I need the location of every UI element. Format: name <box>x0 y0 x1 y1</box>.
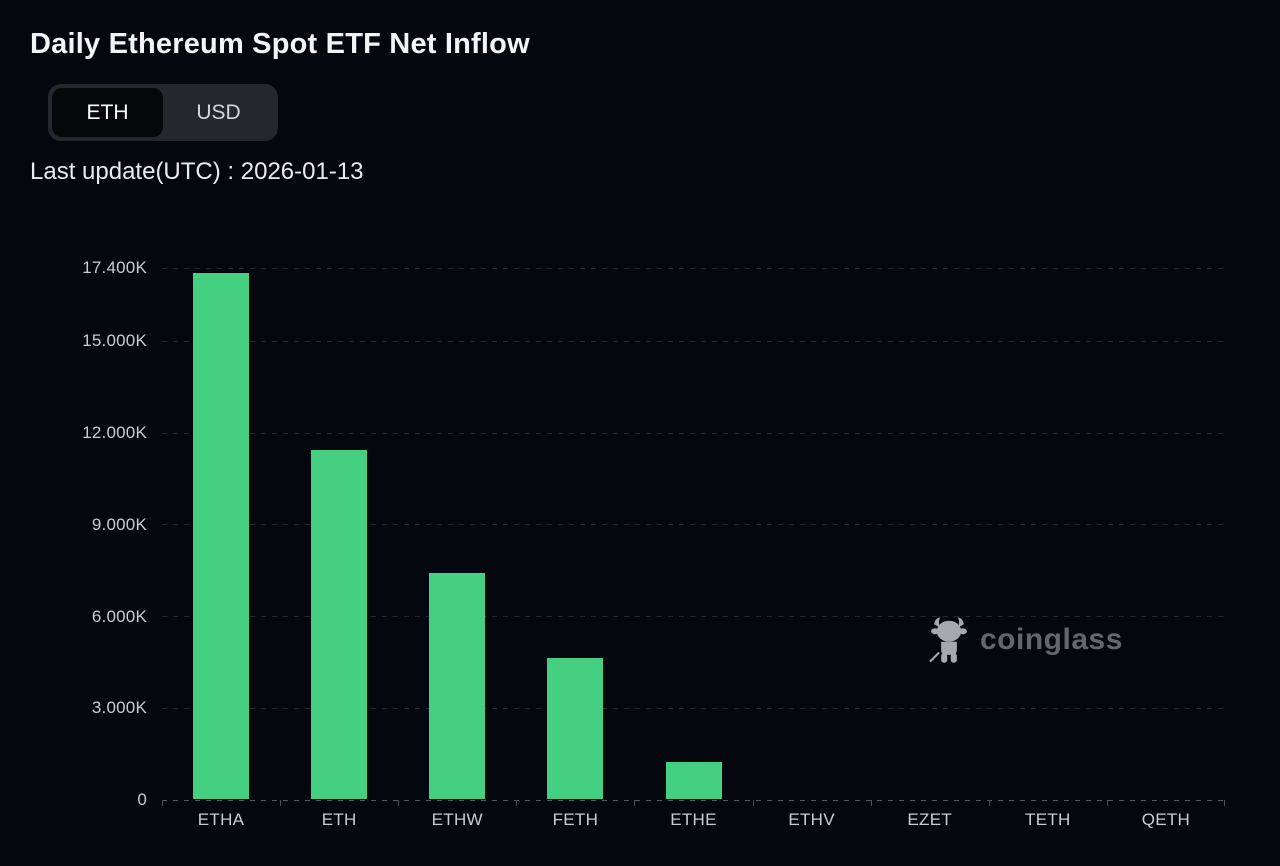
bar-etha[interactable] <box>193 273 250 799</box>
x-axis: ETHA ETH ETHW FETH ETHE ETHV EZET TETH QETH <box>162 810 1225 838</box>
x-axis-tick <box>752 800 754 806</box>
x-axis-tick <box>1224 800 1225 806</box>
y-axis-tick-label: 12.000K <box>82 423 147 443</box>
y-axis-tick-label: 9.000K <box>91 514 147 534</box>
x-axis-label-teth: TETH <box>1025 810 1071 829</box>
bar-ethe[interactable] <box>665 762 722 799</box>
gridline <box>162 524 1225 526</box>
bar-chart-plot-area <box>162 267 1225 806</box>
toggle-eth-button[interactable]: ETH <box>52 88 163 137</box>
x-axis-tick <box>162 800 163 806</box>
unit-toggle: ETH USD <box>48 84 278 141</box>
bar-eth[interactable] <box>311 450 368 799</box>
y-axis: 0 3.000K 6.000K 9.000K 12.000K 15.000K 17.400K <box>0 258 147 809</box>
y-axis-tick-label: 3.000K <box>91 698 147 718</box>
x-axis-tick <box>516 800 518 806</box>
bar-feth[interactable] <box>547 658 604 799</box>
coinglass-watermark: coinglass <box>928 616 1123 664</box>
x-axis-tick <box>988 800 990 806</box>
y-axis-tick-label: 6.000K <box>91 606 147 626</box>
y-axis-tick-label: 0 <box>137 790 147 809</box>
gridline <box>162 340 1225 342</box>
x-axis-tick <box>398 800 400 806</box>
coinglass-bull-icon <box>928 616 970 664</box>
gridline <box>162 432 1225 434</box>
gridline <box>162 267 1225 269</box>
x-axis-tick <box>280 800 282 806</box>
x-axis-label-ethw: ETHW <box>431 810 483 829</box>
x-axis-label-qeth: QETH <box>1141 810 1191 829</box>
y-axis-tick-label: 17.400K <box>82 258 147 277</box>
x-axis-label-eth: ETH <box>321 810 357 829</box>
x-axis-tick <box>634 800 636 806</box>
x-axis-label-etha: ETHA <box>197 810 245 829</box>
page-title: Daily Ethereum Spot ETF Net Inflow <box>30 28 530 60</box>
x-axis-label-ezet: EZET <box>907 810 953 829</box>
last-update-text: Last update(UTC) : 2026-01-13 <box>30 158 364 185</box>
x-axis-tick <box>870 800 872 806</box>
x-axis-label-ethe: ETHE <box>670 810 717 829</box>
zero-line <box>162 799 1225 801</box>
toggle-usd-button[interactable]: USD <box>163 88 274 137</box>
x-axis-tick <box>1106 800 1108 806</box>
gridline <box>162 707 1225 709</box>
gridline <box>162 616 1225 618</box>
x-axis-label-ethv: ETHV <box>788 810 835 829</box>
bar-ethw[interactable] <box>429 572 486 799</box>
y-axis-tick-label: 15.000K <box>82 331 147 351</box>
coinglass-wordmark: coinglass <box>980 623 1123 656</box>
x-axis-label-feth: FETH <box>552 810 599 829</box>
